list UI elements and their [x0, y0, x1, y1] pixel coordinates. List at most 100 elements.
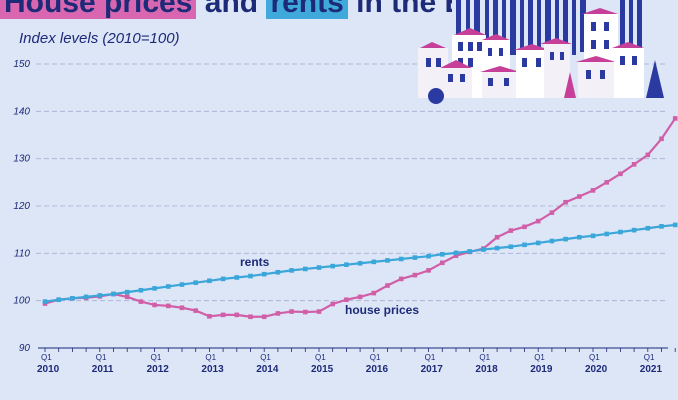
x-tick-quarter-label: Q1: [151, 353, 162, 362]
data-point-rents: [481, 247, 486, 252]
x-tick-year-label: 2012: [147, 364, 170, 375]
data-point-rents: [426, 253, 431, 259]
title-rents: rents: [266, 0, 348, 19]
data-point-house-prices: [563, 199, 568, 205]
data-point-rents: [207, 278, 212, 284]
data-point-house-prices: [166, 303, 171, 309]
data-point-rents: [289, 268, 294, 273]
x-tick-quarter-label: Q1: [205, 353, 216, 362]
y-tick-label: 110: [14, 248, 30, 259]
data-point-rents: [124, 289, 130, 295]
x-tick-quarter-label: Q1: [534, 353, 545, 362]
x-tick-quarter-label: Q1: [260, 353, 271, 362]
data-point-rents: [316, 265, 322, 270]
x-tick-year-label: 2010: [37, 364, 60, 375]
data-point-house-prices: [494, 234, 500, 240]
data-point-house-prices: [371, 290, 377, 296]
data-point-rents: [97, 293, 103, 298]
x-tick-quarter-label: Q1: [315, 353, 326, 362]
data-point-rents: [672, 222, 678, 228]
data-point-house-prices: [549, 210, 555, 215]
data-point-rents: [385, 258, 390, 263]
data-point-house-prices: [672, 116, 678, 121]
data-point-rents: [42, 299, 48, 304]
data-point-house-prices: [303, 309, 308, 315]
data-point-rents: [166, 284, 171, 289]
data-point-rents: [508, 244, 514, 250]
data-point-house-prices: [508, 228, 514, 233]
data-point-rents: [275, 269, 281, 275]
data-point-rents: [659, 224, 664, 229]
x-tick-year-label: 2013: [201, 364, 224, 375]
data-point-rents: [549, 238, 555, 244]
data-point-house-prices: [590, 188, 596, 193]
data-point-rents: [440, 251, 445, 257]
data-point-rents: [604, 231, 609, 237]
y-tick-label: 100: [13, 296, 30, 307]
data-point-rents: [467, 249, 472, 254]
chart-subtitle: Index levels (2010=100): [19, 30, 180, 47]
x-tick-quarter-label: Q1: [589, 353, 600, 362]
data-point-house-prices: [357, 294, 363, 300]
data-point-house-prices: [138, 299, 144, 304]
data-point-house-prices: [179, 305, 185, 311]
data-point-rents: [494, 245, 500, 251]
x-tick-year-label: 2020: [585, 364, 608, 375]
x-tick-year-label: 2014: [256, 364, 279, 375]
data-point-rents: [248, 273, 253, 279]
series-labels: house prices rents: [240, 255, 419, 317]
x-axis: Q1 2010 Q1 2011 Q1 2012 Q1 2013 Q1 2014 Q1 2015 Q1 20…: [37, 348, 676, 375]
x-tick-quarter-label: Q1: [479, 353, 490, 362]
data-point-house-prices: [412, 272, 418, 278]
data-point-rents: [111, 291, 116, 297]
series-label-rents: rents: [240, 255, 270, 269]
data-point-house-prices: [261, 314, 267, 320]
data-point-rents: [220, 276, 226, 282]
series-label-house-prices: house prices: [345, 303, 419, 317]
houses-illustration-icon: [418, 0, 664, 104]
x-tick-year-label: 2015: [311, 364, 334, 375]
data-point-rents: [344, 262, 349, 267]
data-point-rents: [618, 229, 623, 235]
data-point-house-prices: [248, 314, 253, 320]
data-point-house-prices: [289, 309, 294, 314]
data-point-house-prices: [344, 297, 349, 303]
x-tick-quarter-label: Q1: [644, 353, 655, 362]
data-point-rents: [535, 240, 541, 246]
data-point-rents: [303, 266, 308, 272]
data-point-rents: [56, 297, 61, 303]
data-point-rents: [261, 271, 267, 277]
data-point-rents: [631, 227, 637, 233]
y-axis: 90 100 110 120 130 140 150: [13, 59, 30, 354]
x-tick-quarter-label: Q1: [41, 353, 52, 362]
series-lines: [42, 116, 678, 320]
data-point-house-prices: [535, 218, 541, 224]
x-tick-year-label: 2018: [475, 364, 498, 375]
x-tick-year-label: 2011: [92, 364, 114, 375]
data-point-rents: [522, 242, 527, 248]
data-point-house-prices: [124, 294, 130, 300]
y-tick-label: 150: [13, 59, 30, 70]
data-point-rents: [563, 236, 568, 242]
x-tick-quarter-label: Q1: [370, 353, 381, 362]
data-point-rents: [234, 275, 240, 280]
data-point-rents: [577, 234, 582, 240]
data-point-rents: [193, 280, 198, 285]
data-point-rents: [138, 287, 144, 293]
data-point-house-prices: [220, 312, 226, 318]
data-point-house-prices: [659, 136, 664, 142]
data-point-house-prices: [440, 260, 445, 266]
data-point-rents: [645, 225, 651, 231]
data-point-house-prices: [385, 283, 390, 288]
data-point-rents: [398, 256, 404, 262]
data-point-rents: [371, 259, 377, 265]
data-point-rents: [70, 296, 75, 301]
x-tick-year-label: 2017: [421, 364, 444, 375]
y-tick-label: 90: [19, 343, 31, 354]
data-point-house-prices: [522, 224, 527, 230]
x-tick-quarter-label: Q1: [96, 353, 107, 362]
data-point-house-prices: [426, 268, 431, 273]
title-and: and: [196, 0, 267, 19]
title-house-prices: House prices: [0, 0, 197, 19]
